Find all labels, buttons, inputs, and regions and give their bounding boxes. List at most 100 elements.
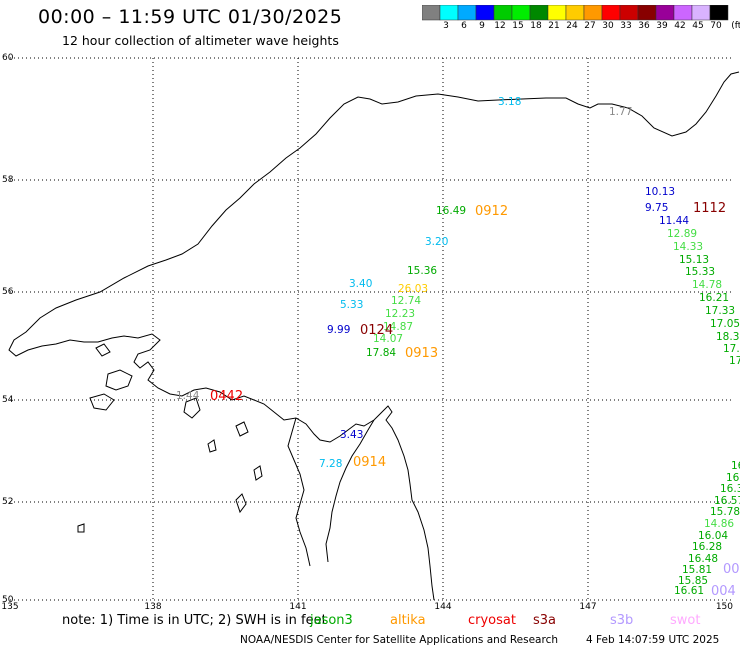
colorbar-tick-label: 39 xyxy=(656,21,668,31)
wave-height-label: 15.36 xyxy=(407,265,437,277)
pass-time-labels: 0912 1112 0124 0913 0442 0914 00 004 xyxy=(210,201,740,599)
wave-height-label: 16.49 xyxy=(436,205,466,217)
longitude-label: 150 xyxy=(716,602,733,610)
wave-height-label: 15.13 xyxy=(679,254,709,266)
satellite-legend-item: s3b xyxy=(610,613,634,628)
colorbar-tick-label: 15 xyxy=(512,21,524,31)
wave-height-label: 9.75 xyxy=(645,202,668,214)
wave-height-label: 15.33 xyxy=(685,266,715,278)
wave-height-label: 10.13 xyxy=(645,186,675,198)
wave-height-label: 3.18 xyxy=(498,96,521,108)
wave-height-label: 17. xyxy=(723,343,740,355)
wave-height-label: 14.78 xyxy=(692,279,722,291)
wave-height-label: 17.33 xyxy=(705,305,735,317)
wave-height-label: 14.07 xyxy=(373,333,403,345)
wave-height-label: 15.85 xyxy=(678,575,708,587)
satellite-legend-item: cryosat xyxy=(468,613,516,628)
colorbar-tick-label: 45 xyxy=(692,21,704,31)
pass-time-label: 1112 xyxy=(693,201,726,216)
longitude-label: 147 xyxy=(579,602,596,610)
wave-height-label: 14.33 xyxy=(673,241,703,253)
satellite-legend-item: swot xyxy=(670,613,701,628)
wave-height-label: 3.40 xyxy=(349,278,372,290)
wave-height-label: 1.44 xyxy=(176,390,200,402)
longitude-label: 141 xyxy=(289,602,306,610)
colorbar-tick-label: 36 xyxy=(638,21,650,31)
pass-time-label: 0124 xyxy=(360,323,393,338)
colorbar-tick-label: 12 xyxy=(494,21,506,31)
colorbar-swatch xyxy=(709,5,729,21)
colorbar-tick-label: 9 xyxy=(479,21,485,31)
pass-time-label: 0442 xyxy=(210,389,243,404)
colorbar-tick-label: 42 xyxy=(674,21,686,31)
longitude-label: 144 xyxy=(434,602,451,610)
wave-height-label: 12.23 xyxy=(385,308,415,320)
wave-height-label: 1.77 xyxy=(609,106,632,118)
colorbar-tick-label: 21 xyxy=(548,21,560,31)
wave-height-label: 14.86 xyxy=(704,518,734,530)
island-d xyxy=(235,421,249,437)
island-h xyxy=(77,523,85,533)
colorbar xyxy=(422,5,729,21)
wave-height-label: 14.87 xyxy=(383,321,413,333)
island-i xyxy=(95,343,111,357)
longitude-label: 135 xyxy=(1,602,18,610)
wave-height-label: 12.89 xyxy=(667,228,697,240)
wave-height-label: 15.78 xyxy=(710,506,740,518)
island-c xyxy=(183,397,201,419)
footer-credit: NOAA/NESDIS Center for Satellite Applica… xyxy=(240,634,558,646)
satellite-legend-item: s3a xyxy=(533,613,557,628)
island-a xyxy=(105,369,133,391)
wave-height-label: 16.57 xyxy=(714,495,740,507)
colorbar-unit: (ft) xyxy=(731,21,740,31)
wave-height-label: 7.28 xyxy=(319,458,342,470)
latitude-label: 60 xyxy=(2,53,14,63)
coastline xyxy=(8,71,740,601)
island-g xyxy=(207,439,217,453)
longitude-label: 138 xyxy=(144,602,161,610)
wave-height-label: 16.04 xyxy=(698,530,728,542)
wave-height-label: 16.3 xyxy=(720,483,740,495)
coastline-peninsula xyxy=(287,417,375,567)
latitude-label: 58 xyxy=(2,175,14,185)
wave-height-label: 5.33 xyxy=(340,299,363,311)
wave-height-label: 3.43 xyxy=(340,429,363,441)
colorbar-tick-label: 33 xyxy=(620,21,632,31)
wave-height-label: 16.61 xyxy=(674,585,704,597)
colorbar-tick-label: 27 xyxy=(584,21,596,31)
wave-height-label: 16.21 xyxy=(699,292,729,304)
latitude-label: 52 xyxy=(2,497,13,507)
colorbar-tick-label: 6 xyxy=(461,21,467,31)
island-e xyxy=(235,493,247,514)
satellite-legend-item: jason3 xyxy=(310,613,353,628)
footer-timestamp: 4 Feb 14:07:59 UTC 2025 xyxy=(586,634,720,646)
wave-height-labels: 3.181.7710.139.7511.4412.8914.3315.1315.… xyxy=(176,96,740,597)
colorbar-tick-label: 70 xyxy=(710,21,722,31)
wave-height-label: 16 xyxy=(731,460,740,472)
island-f xyxy=(253,465,263,481)
page-subtitle: 12 hour collection of altimeter wave hei… xyxy=(62,33,339,48)
wave-height-label: 17.05 xyxy=(710,318,740,330)
pass-time-label: 0912 xyxy=(475,204,508,219)
wave-height-label: 17 xyxy=(729,355,740,367)
wave-height-label: 16.48 xyxy=(688,553,718,565)
wave-height-label: 11.44 xyxy=(659,215,689,227)
island-b xyxy=(89,393,115,411)
pass-time-label: 00 xyxy=(723,562,740,577)
wave-height-label: 3.20 xyxy=(425,236,448,248)
colorbar-tick-label: 18 xyxy=(530,21,542,31)
pass-time-label: 0914 xyxy=(353,455,386,470)
colorbar-tick-label: 24 xyxy=(566,21,578,31)
colorbar-tick-label: 30 xyxy=(602,21,614,31)
wave-height-label: 17.84 xyxy=(366,347,396,359)
wave-height-label: 9.99 xyxy=(327,324,350,336)
satellite-legend-item: altika xyxy=(390,613,426,628)
latitude-label: 56 xyxy=(2,287,14,297)
latitude-label: 54 xyxy=(2,395,14,405)
footer-note: note: 1) Time is in UTC; 2) SWH is in fe… xyxy=(62,613,327,628)
wave-height-label: 26.03 xyxy=(398,283,428,295)
latitude-label: 50 xyxy=(2,595,14,605)
coastline-mainland xyxy=(8,71,740,601)
